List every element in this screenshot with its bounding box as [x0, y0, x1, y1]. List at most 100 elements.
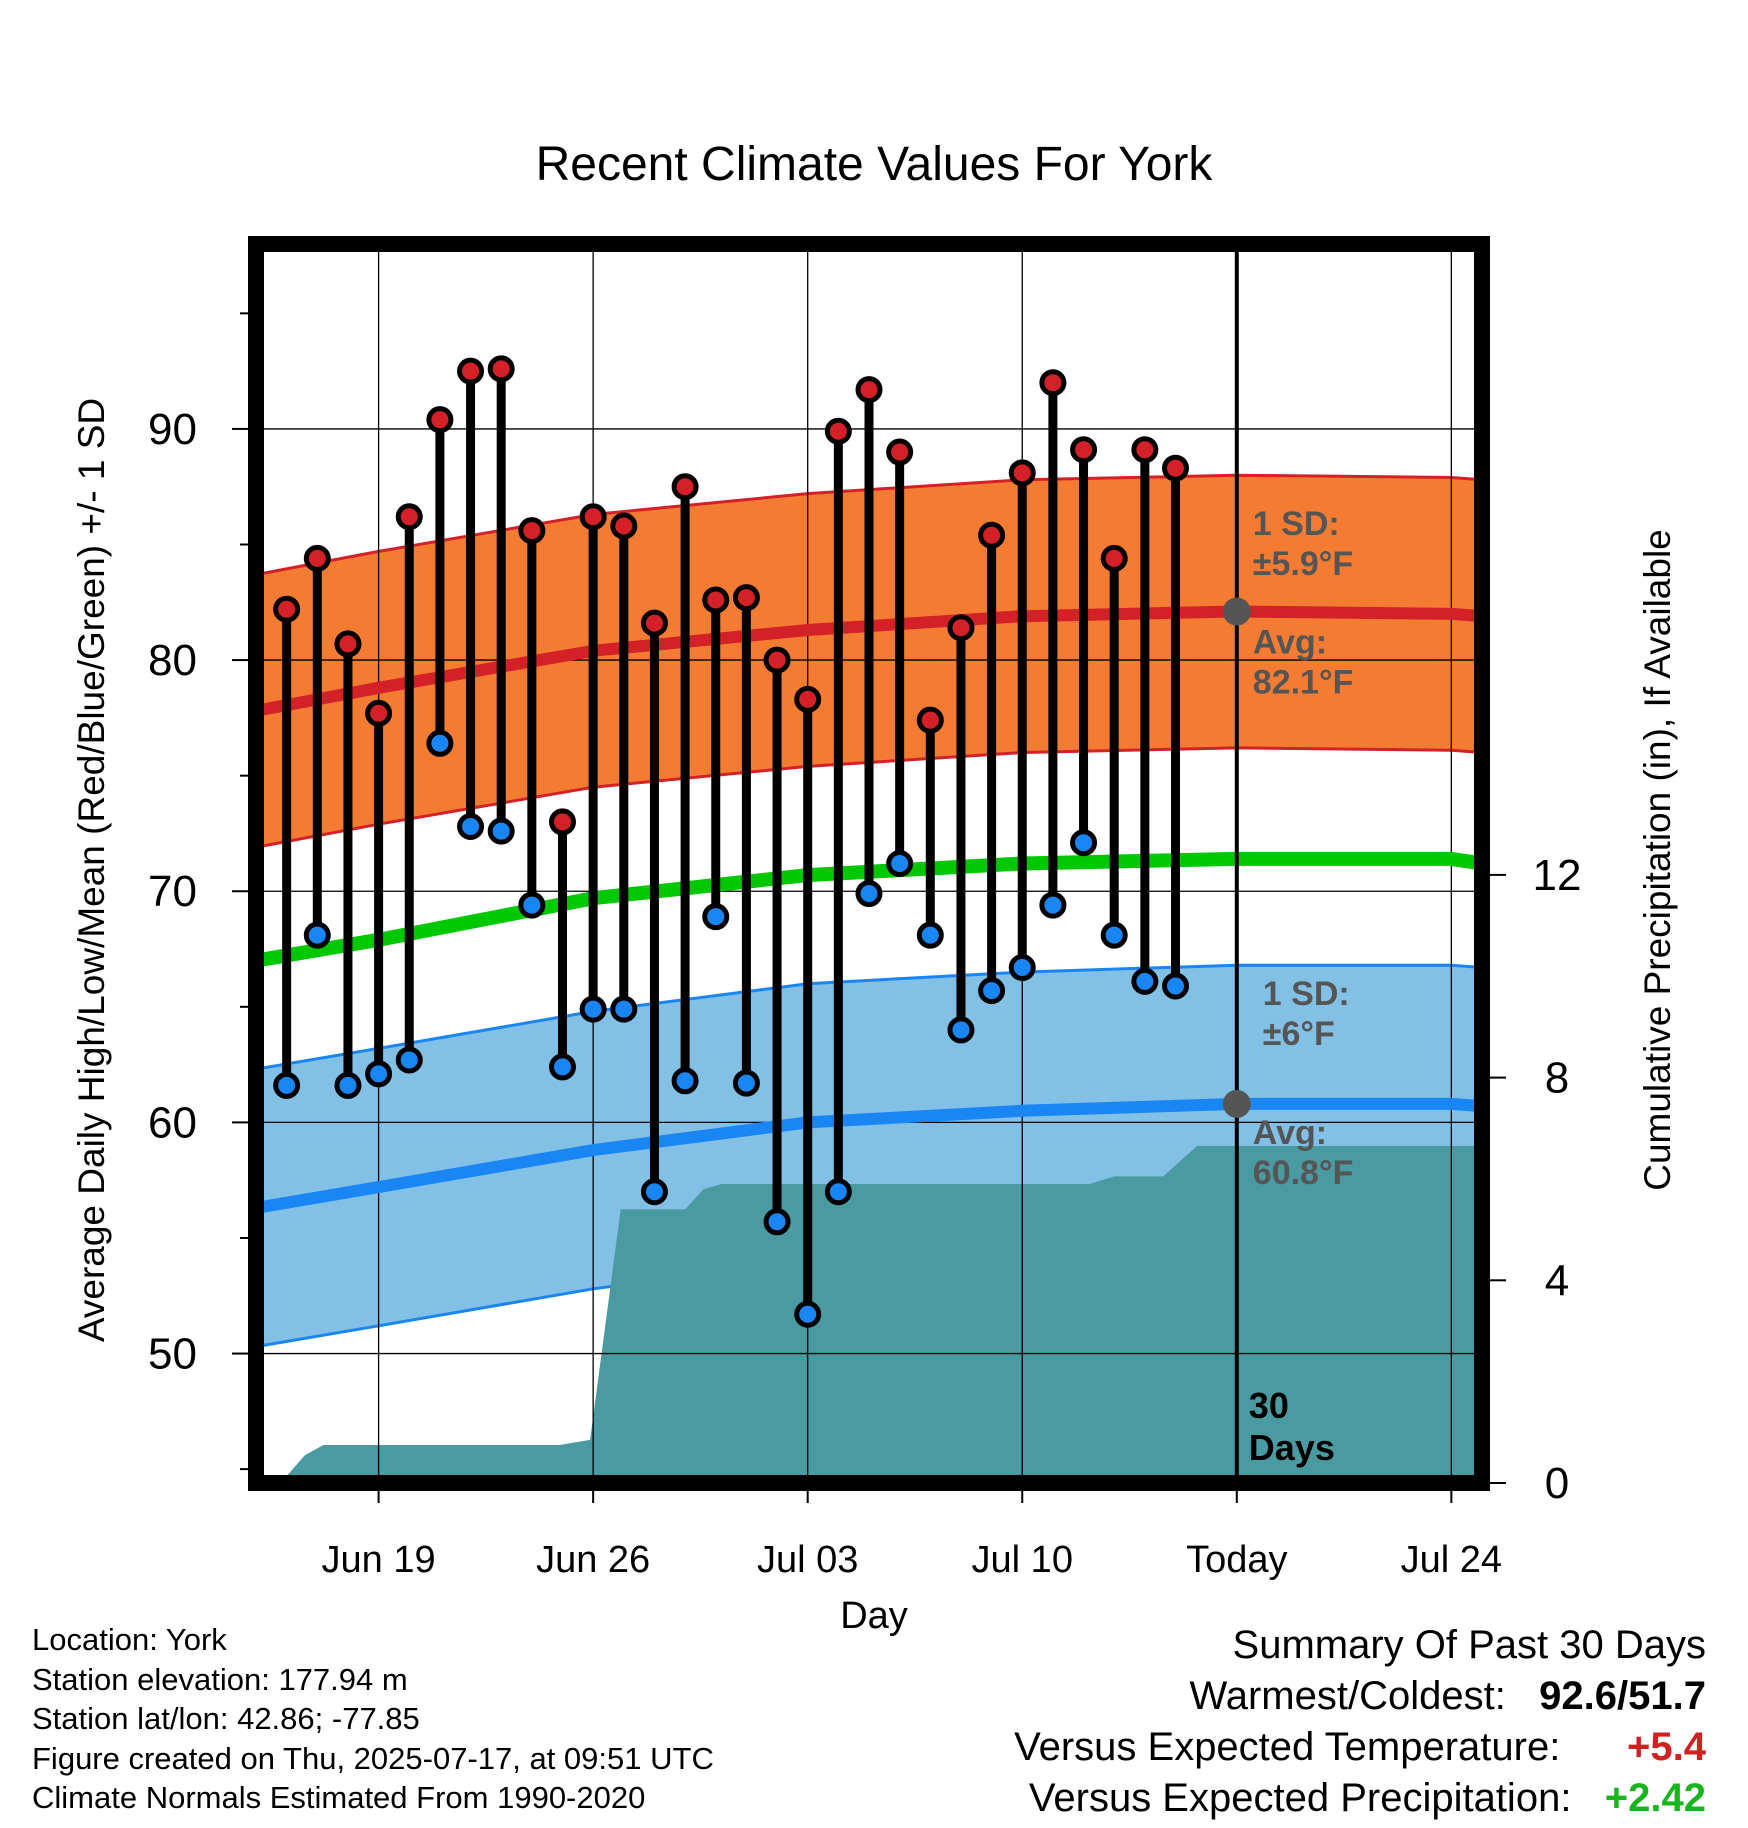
low-avg-annotation: Avg: 60.8°F: [1253, 1114, 1354, 1192]
warmest-coldest-label: Warmest/Coldest:: [1189, 1674, 1506, 1718]
daily-low-point: [1100, 921, 1128, 949]
daily-high-point: [518, 517, 546, 545]
daily-high-point: [824, 417, 852, 445]
daily-high-point: [671, 473, 699, 501]
high-average-line: [256, 605, 1482, 717]
daily-low-point: [916, 921, 944, 949]
daily-low-point: [732, 1069, 760, 1097]
high-sd-upper-edge: [256, 473, 1482, 577]
value-separator: /: [1617, 1674, 1629, 1718]
daily-low-point: [702, 903, 730, 931]
daily-high-point: [395, 503, 423, 531]
y-tick-label: 90: [148, 405, 197, 454]
plot-frame: [248, 236, 1490, 1491]
temp-anomaly-value: +5.4: [1627, 1725, 1706, 1769]
summary-panel: Summary Of Past 30 Days Warmest/Coldest:…: [1014, 1620, 1706, 1824]
daily-low-point: [794, 1300, 822, 1328]
created-text: Figure created on Thu, 2025-07-17, at 09…: [32, 1740, 714, 1776]
daily-high-point: [855, 376, 883, 404]
daily-low-point: [978, 977, 1006, 1005]
location-text: Location: York: [32, 1622, 227, 1657]
daily-high-point: [702, 586, 730, 614]
y-tick-label: 70: [148, 867, 197, 916]
daily-high-point: [457, 357, 485, 385]
daily-low-point: [549, 1053, 576, 1081]
daily-low-point: [610, 995, 638, 1023]
y2-tick-label: 12: [1533, 851, 1582, 900]
daily-low-point: [886, 850, 914, 877]
precip-anomaly-value: +2.42: [1604, 1776, 1706, 1820]
daily-low-point: [671, 1067, 699, 1095]
y-tick-label: 60: [148, 1098, 197, 1147]
warmest-coldest-row: Warmest/Coldest: 92.6/51.7: [1014, 1671, 1706, 1722]
high-avg-annotation: Avg: 82.1°F: [1253, 624, 1354, 702]
daily-high-point: [1008, 459, 1036, 487]
daily-high-point: [978, 521, 1006, 549]
x-tick-label: Today: [1186, 1539, 1287, 1581]
precip-anomaly-row: Versus Expected Precipitation: +2.42: [1014, 1773, 1706, 1824]
daily-low-point: [303, 921, 331, 949]
summary-title: Summary Of Past 30 Days: [1232, 1623, 1706, 1667]
daily-high-point: [947, 614, 975, 642]
daily-low-point: [365, 1060, 393, 1088]
daily-low-point: [1162, 972, 1189, 1000]
daily-high-point: [886, 438, 914, 466]
daily-low-point: [763, 1208, 791, 1236]
daily-high-point: [303, 544, 331, 572]
daily-low-point: [640, 1178, 668, 1206]
daily-high-point: [487, 355, 515, 383]
y-axis-label: Average Daily High/Low/Mean (Red/Blue/Gr…: [71, 398, 112, 1342]
daily-high-point: [732, 584, 760, 612]
daily-high-point: [1162, 454, 1189, 482]
daily-low-point: [487, 817, 515, 845]
coldest-value: 51.7: [1628, 1674, 1706, 1718]
daily-low-point: [334, 1071, 362, 1099]
chart-title: Recent Climate Values For York: [536, 138, 1214, 191]
high-sd-annotation: 1 SD: ±5.9°F: [1253, 505, 1353, 583]
latlon-text: Station lat/lon: 42.86; -77.85: [32, 1701, 420, 1736]
daily-high-point: [365, 699, 393, 727]
days-label: 30 Days: [1249, 1385, 1335, 1468]
mean-average-line: [256, 851, 1482, 968]
high-sd-lower-edge: [256, 746, 1482, 849]
daily-high-point: [273, 595, 301, 623]
plot-inner: [256, 244, 1482, 1483]
daily-high-point: [334, 630, 362, 658]
temp-anomaly-row: Versus Expected Temperature: +5.4: [1014, 1722, 1706, 1773]
y2-axis-label: Cumulative Precipitation (in), If Availa…: [1637, 529, 1678, 1191]
daily-high-point: [610, 512, 638, 540]
temp-anomaly-label: Versus Expected Temperature:: [1014, 1725, 1561, 1769]
daily-low-point: [457, 813, 485, 841]
x-tick-label: Jul 24: [1401, 1539, 1502, 1581]
precip-anomaly-label: Versus Expected Precipitation:: [1028, 1776, 1572, 1820]
daily-high-point: [916, 706, 944, 734]
daily-low-point: [855, 880, 883, 908]
station-info: Location: York Station elevation: 177.94…: [32, 1620, 714, 1818]
low-sd-annotation: 1 SD: ±6°F: [1263, 975, 1350, 1053]
daily-low-point: [273, 1071, 301, 1099]
daily-high-point: [1100, 544, 1128, 572]
daily-low-point: [1008, 954, 1036, 982]
elevation-text: Station elevation: 177.94 m: [32, 1661, 408, 1697]
daily-low-point: [1070, 829, 1098, 857]
x-axis-label: Day: [840, 1595, 908, 1637]
daily-low-point: [426, 729, 454, 757]
y2-tick-label: 0: [1545, 1459, 1569, 1508]
daily-high-point: [1131, 436, 1159, 464]
daily-low-point: [947, 1016, 975, 1044]
precipitation-area: [280, 1146, 1482, 1483]
x-tick-label: Jun 19: [322, 1539, 436, 1581]
daily-low-point: [395, 1046, 423, 1074]
daily-high-point: [640, 609, 668, 637]
daily-low-point: [518, 891, 546, 919]
y2-tick-label: 4: [1545, 1256, 1569, 1305]
low-avg-marker: [1222, 1089, 1251, 1118]
daily-high-point: [549, 808, 576, 836]
daily-high-point: [426, 406, 454, 434]
x-tick-label: Jul 03: [757, 1539, 858, 1581]
x-tick-label: Jun 26: [536, 1539, 650, 1581]
normals-text: Climate Normals Estimated From 1990-2020: [32, 1780, 646, 1815]
daily-high-point: [763, 646, 791, 674]
daily-high-point: [579, 503, 607, 531]
